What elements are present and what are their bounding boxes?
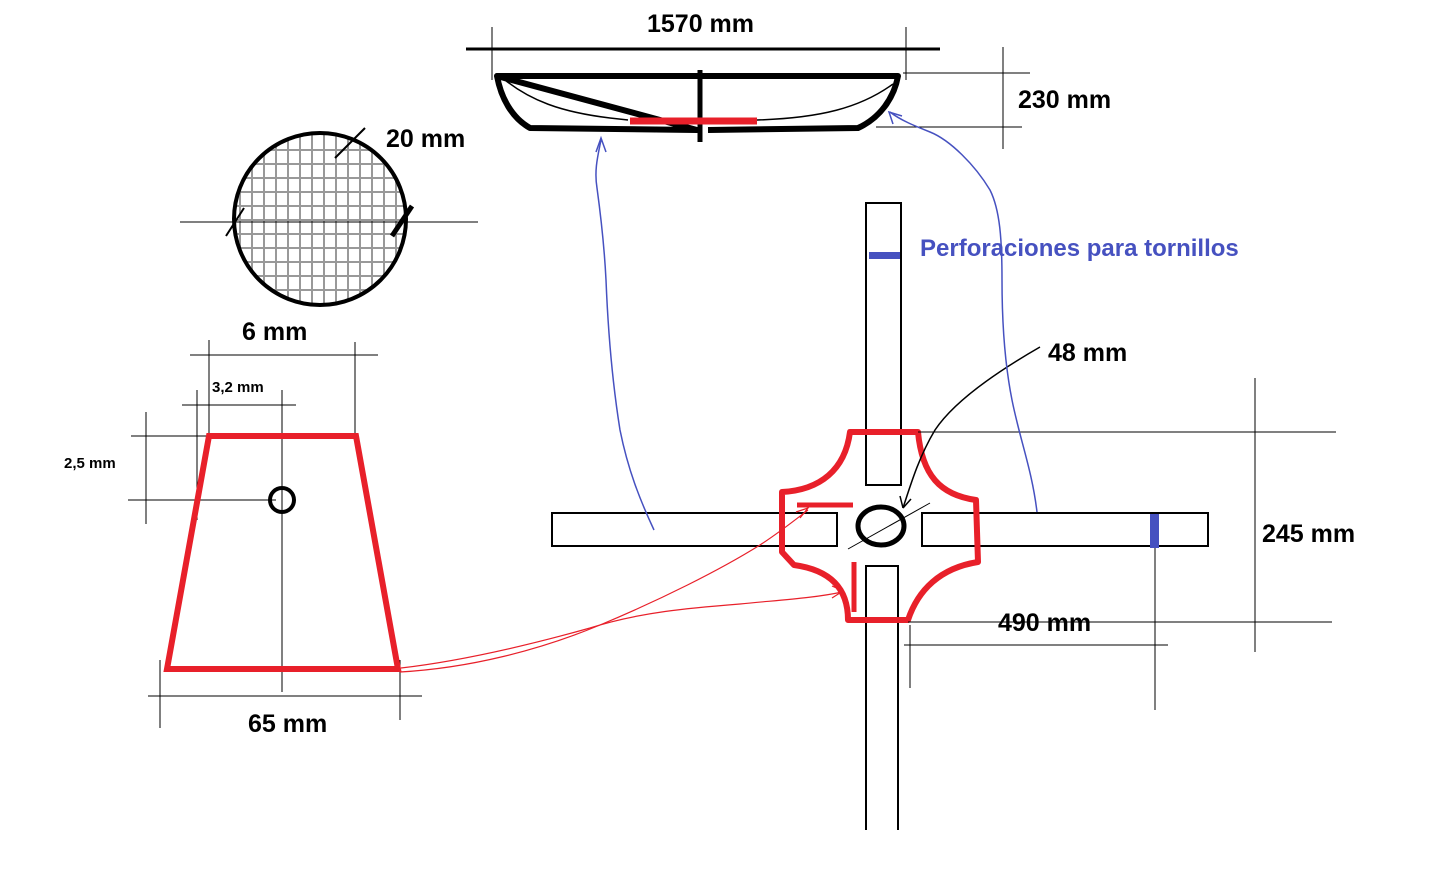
mesh-tick-left bbox=[225, 207, 245, 237]
cross-assembly bbox=[551, 202, 1336, 830]
hole-offset-x-label: 3,2 mm bbox=[212, 379, 264, 396]
bowl-part bbox=[466, 27, 1030, 149]
center-hole-diameter-line bbox=[847, 502, 931, 550]
trapezoid-part bbox=[128, 340, 422, 728]
hole-offset-y-label: 2,5 mm bbox=[64, 455, 116, 472]
connector-arrowhead-1 bbox=[795, 506, 810, 519]
center-hole-leader bbox=[902, 346, 1041, 509]
red-cross-plate bbox=[779, 429, 981, 623]
trapezoid-outline bbox=[163, 433, 402, 672]
trapezoid-hole bbox=[268, 486, 296, 514]
connector-left-arm-to-bowl bbox=[595, 139, 655, 531]
connector-trapezoid-to-plate-2 bbox=[400, 591, 843, 669]
center-hole-label: 48 mm bbox=[1048, 339, 1128, 367]
center-hole-arrowhead bbox=[899, 495, 912, 509]
center-hole bbox=[855, 504, 907, 548]
connector-right-arm-to-bowl bbox=[889, 111, 1038, 513]
screw-hole-mark-top bbox=[869, 252, 900, 259]
trapezoid-top-label: 6 mm bbox=[242, 318, 308, 346]
arm-height-label: 245 mm bbox=[1262, 520, 1356, 548]
connector-left-arrowhead bbox=[595, 135, 607, 153]
mesh-diameter-label: 20 mm bbox=[386, 125, 466, 153]
trapezoid-bottom-label: 65 mm bbox=[248, 710, 328, 738]
vertical-arm-bottom bbox=[865, 565, 899, 830]
connector-arrowhead-2 bbox=[831, 585, 845, 599]
horizontal-arm-right bbox=[921, 512, 1209, 547]
screw-hole-mark-right bbox=[1150, 514, 1159, 548]
bowl-inner-curve bbox=[504, 79, 894, 121]
bowl-height-label: 230 mm bbox=[1018, 86, 1112, 114]
mesh-detail bbox=[180, 127, 478, 307]
mesh-grid bbox=[235, 134, 405, 304]
red-connectors bbox=[399, 506, 845, 673]
horizontal-arm-left bbox=[551, 512, 838, 547]
screw-holes-label: Perforaciones para tornillos bbox=[920, 235, 1239, 262]
mesh-tick-right bbox=[389, 204, 415, 238]
blue-connectors bbox=[595, 110, 1038, 531]
connector-right-arrowhead bbox=[887, 110, 903, 125]
vertical-arm-top bbox=[865, 202, 902, 486]
bowl-width-label: 1570 mm bbox=[647, 10, 755, 38]
mesh-tick-top bbox=[334, 127, 366, 159]
arm-length-label: 490 mm bbox=[998, 609, 1092, 637]
connector-trapezoid-to-plate-1 bbox=[399, 509, 809, 673]
bowl-outline bbox=[494, 73, 901, 133]
